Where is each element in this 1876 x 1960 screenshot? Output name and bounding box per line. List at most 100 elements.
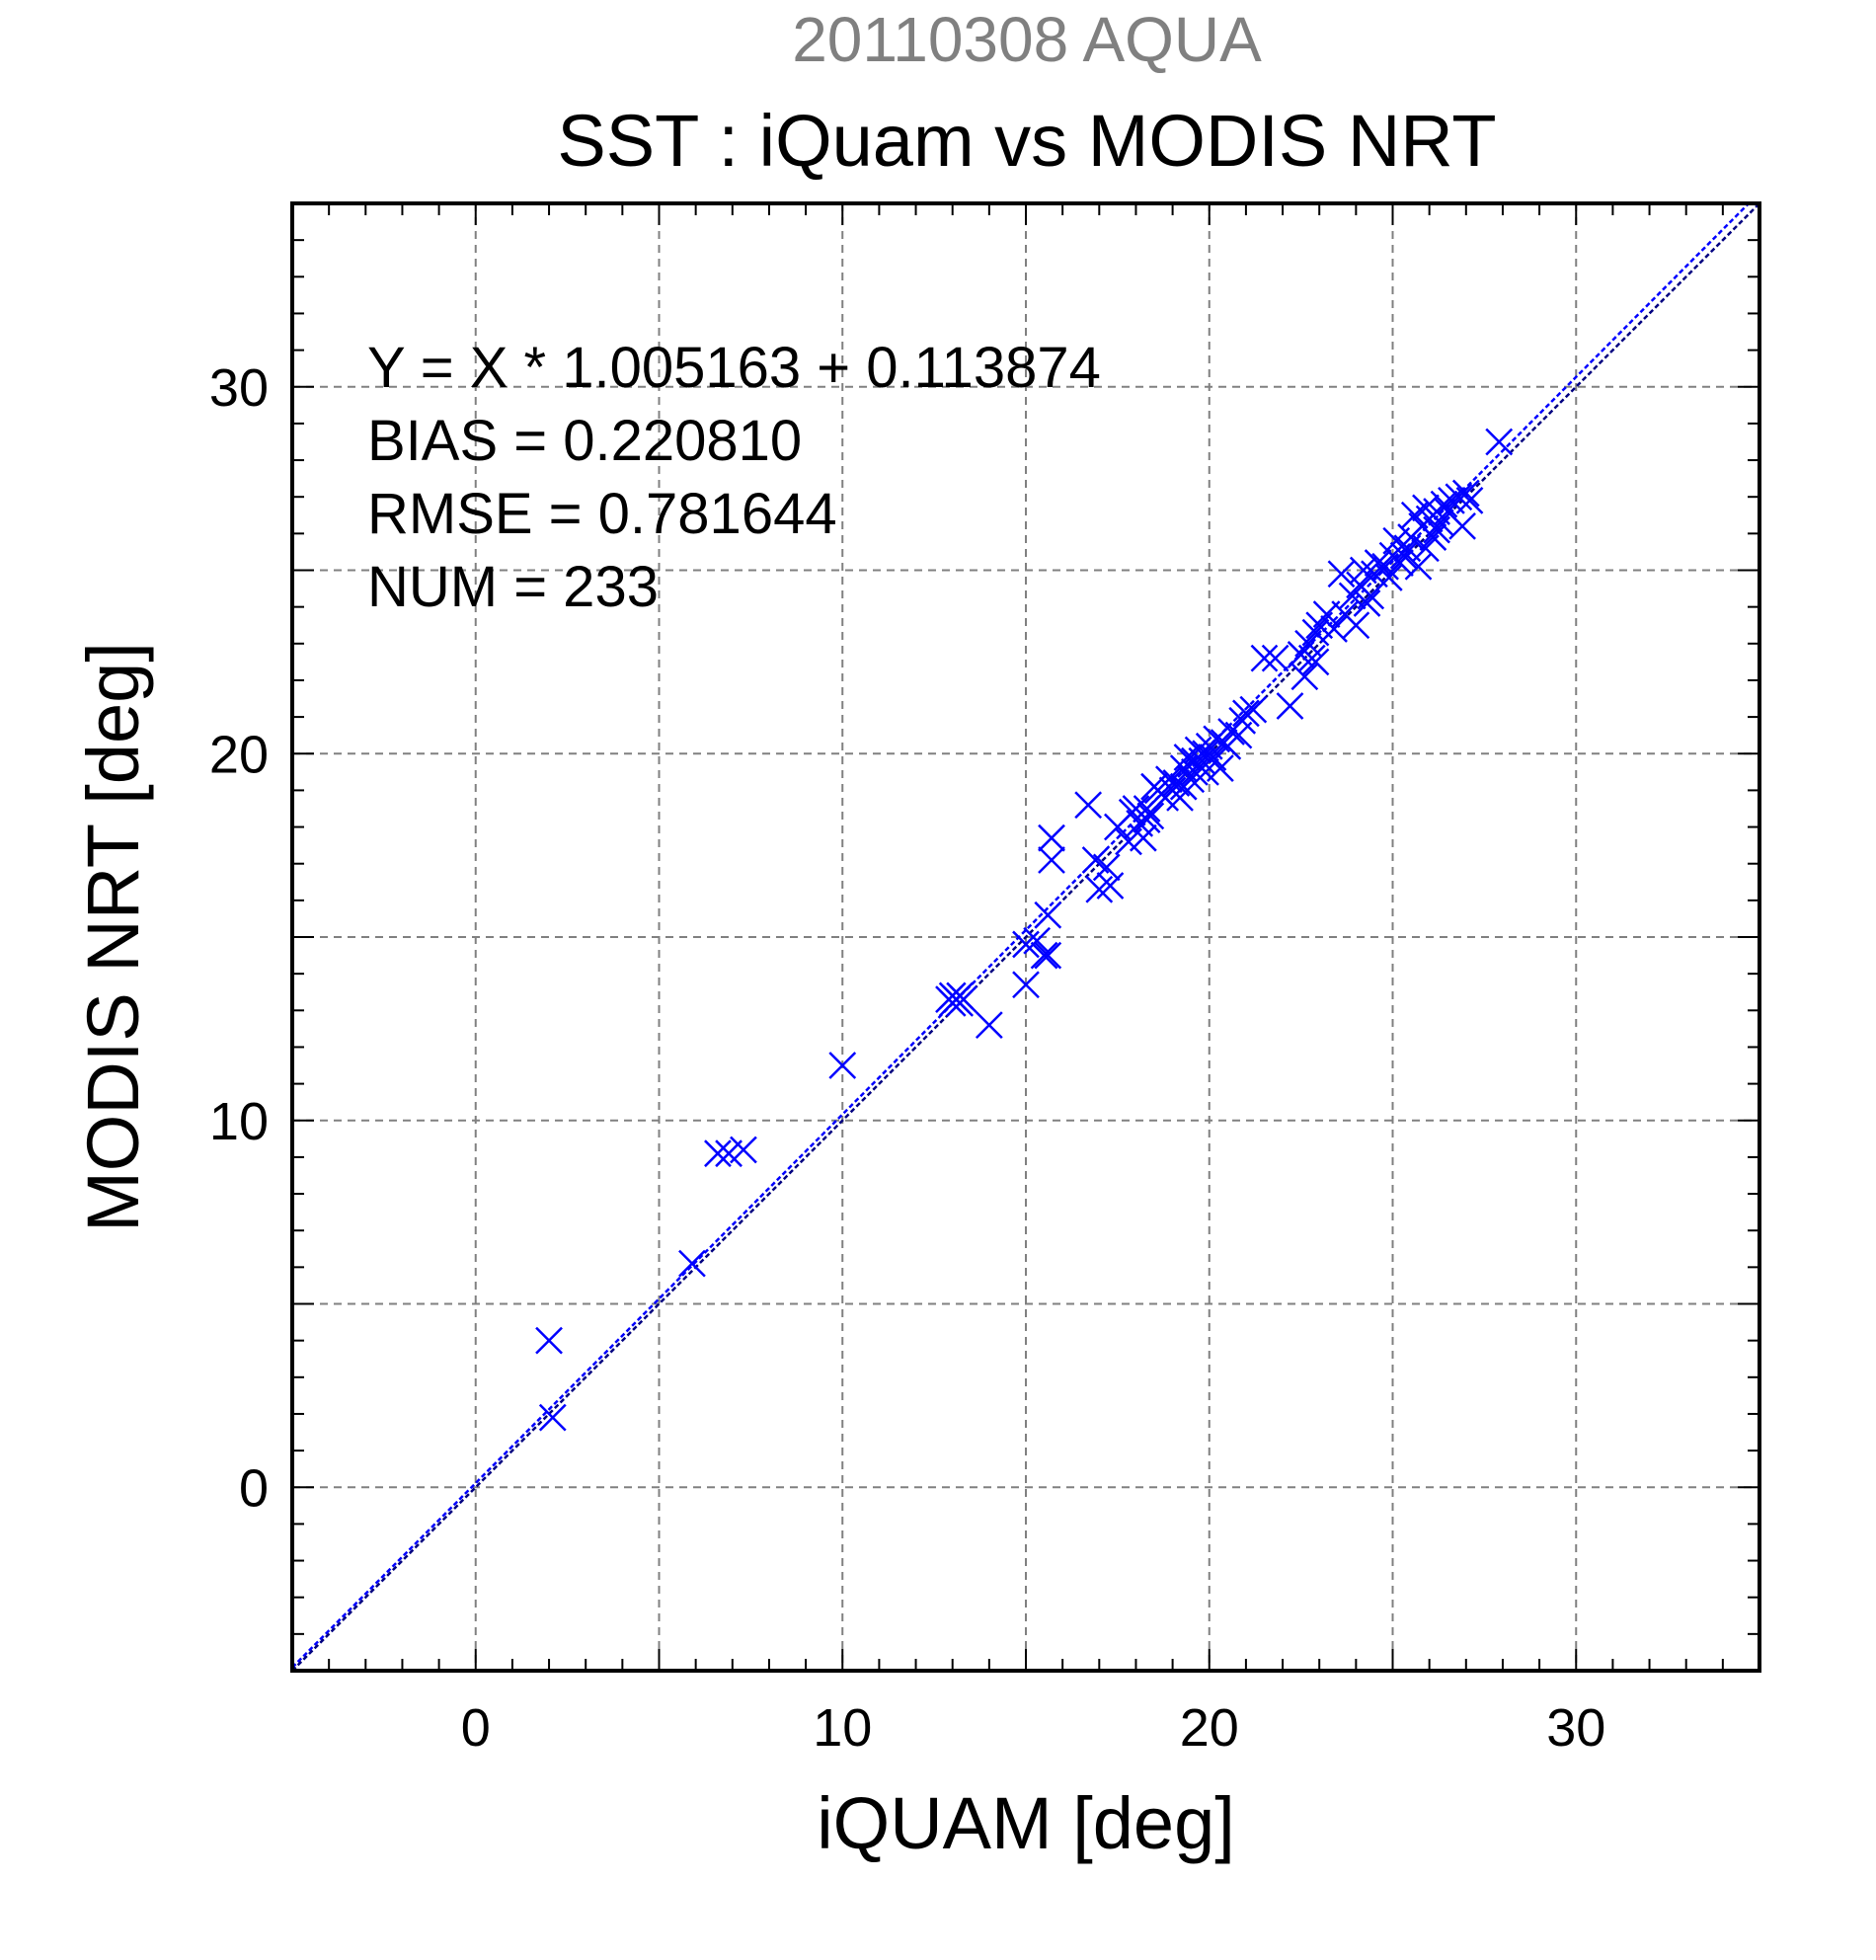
data-point-stroke xyxy=(1261,644,1290,672)
data-point-marker xyxy=(946,988,975,1017)
data-point-stroke xyxy=(1290,663,1319,691)
data-point-stroke xyxy=(1430,490,1458,518)
data-point-marker xyxy=(1404,552,1433,581)
x-tick-label: 0 xyxy=(461,1698,491,1758)
data-point-marker xyxy=(1188,746,1216,775)
data-point-marker xyxy=(1374,564,1403,591)
data-point-marker xyxy=(1181,746,1209,775)
data-point-marker xyxy=(1232,699,1260,728)
data-point-marker xyxy=(1147,780,1176,808)
data-point-marker xyxy=(704,1139,732,1168)
y-axis-label: MODIS NRT [deg] xyxy=(72,642,154,1232)
data-point-stroke xyxy=(1455,487,1484,514)
data-point-stroke xyxy=(1096,872,1125,900)
data-point-stroke xyxy=(1181,746,1209,775)
data-point-marker xyxy=(1155,765,1183,794)
data-point-marker xyxy=(1096,872,1125,900)
data-point-marker xyxy=(1166,783,1194,812)
chart-title: SST : iQuam vs MODIS NRT xyxy=(557,100,1496,182)
data-point-stroke xyxy=(1038,823,1065,852)
data-point-marker xyxy=(1412,534,1440,563)
data-point-stroke xyxy=(1386,549,1414,577)
data-point-marker xyxy=(1074,791,1103,820)
data-point-stroke xyxy=(1389,541,1418,570)
data-point-marker xyxy=(1349,556,1377,585)
data-point-marker xyxy=(1030,941,1058,970)
data-point-marker xyxy=(1423,515,1450,544)
data-point-stroke xyxy=(1092,853,1121,882)
data-point-stroke xyxy=(678,1249,706,1278)
stats-annotation: Y = X * 1.005163 + 0.113874 BIAS = 0.220… xyxy=(367,336,1101,619)
data-point-marker xyxy=(1320,615,1348,643)
data-point-marker xyxy=(730,1136,757,1164)
data-point-stroke xyxy=(538,1403,567,1432)
data-point-marker xyxy=(975,1011,1003,1040)
data-point-stroke xyxy=(1034,941,1062,970)
data-point-marker xyxy=(535,1326,563,1355)
data-point-marker xyxy=(1012,930,1040,959)
x-tick-label: 10 xyxy=(813,1698,872,1758)
data-point-marker xyxy=(1389,541,1418,570)
data-point-marker xyxy=(1250,644,1279,672)
data-point-stroke xyxy=(1034,901,1062,929)
data-point-stroke xyxy=(1301,648,1330,676)
data-point-stroke xyxy=(704,1139,732,1168)
data-point-stroke xyxy=(1133,806,1161,834)
data-point-marker xyxy=(1092,853,1121,882)
data-point-marker xyxy=(1364,549,1392,577)
data-point-stroke xyxy=(1081,846,1110,874)
y-tick-label: 0 xyxy=(239,1458,269,1518)
data-point-marker xyxy=(678,1249,706,1278)
data-point-marker xyxy=(1485,428,1514,456)
data-point-stroke xyxy=(1342,611,1370,640)
data-point-stroke xyxy=(1327,560,1356,588)
data-point-stroke xyxy=(1213,732,1242,760)
data-point-stroke xyxy=(1188,746,1216,775)
data-point-stroke xyxy=(1232,699,1260,728)
data-points xyxy=(535,428,1514,1432)
data-point-stroke xyxy=(1012,971,1040,999)
data-point-stroke xyxy=(1012,930,1040,959)
data-point-stroke xyxy=(1169,772,1198,801)
data-point-stroke xyxy=(535,1326,563,1355)
data-point-stroke xyxy=(1203,725,1231,753)
data-point-marker xyxy=(1448,512,1476,540)
data-point-marker xyxy=(1038,846,1065,874)
data-point-stroke xyxy=(1239,695,1268,724)
data-point-stroke xyxy=(1207,754,1234,782)
data-point-marker xyxy=(1451,479,1480,508)
data-point-stroke xyxy=(1349,556,1377,585)
data-point-stroke xyxy=(730,1136,757,1164)
data-point-stroke xyxy=(1023,926,1052,955)
data-point-stroke xyxy=(1412,494,1440,522)
data-point-marker xyxy=(1327,560,1356,588)
data-point-stroke xyxy=(1085,875,1114,903)
data-point-stroke xyxy=(1412,534,1440,563)
data-point-stroke xyxy=(1030,941,1058,970)
data-point-stroke xyxy=(1448,512,1476,540)
regression-lines xyxy=(291,202,1760,1672)
data-point-marker xyxy=(538,1403,567,1432)
data-point-marker xyxy=(1129,823,1157,852)
data-point-marker xyxy=(1290,663,1319,691)
data-point-marker xyxy=(1386,549,1414,577)
y-tick-label: 20 xyxy=(209,725,269,784)
data-point-marker xyxy=(1012,971,1040,999)
fit-line xyxy=(291,202,1750,1669)
data-point-marker xyxy=(1034,941,1062,970)
rmse-value: RMSE = 0.781644 xyxy=(367,482,837,546)
data-point-stroke xyxy=(1250,644,1279,672)
data-point-marker xyxy=(1169,772,1198,801)
data-point-stroke xyxy=(946,988,975,1017)
data-point-stroke xyxy=(1445,483,1473,511)
data-point-marker xyxy=(1023,926,1052,955)
data-point-stroke xyxy=(1374,564,1403,591)
data-point-stroke xyxy=(1129,823,1157,852)
x-axis-label: iQUAM [deg] xyxy=(817,1782,1235,1864)
data-point-marker xyxy=(1239,695,1268,724)
data-point-stroke xyxy=(1320,615,1348,643)
data-point-marker xyxy=(828,1052,857,1079)
data-point-marker xyxy=(1038,823,1065,852)
